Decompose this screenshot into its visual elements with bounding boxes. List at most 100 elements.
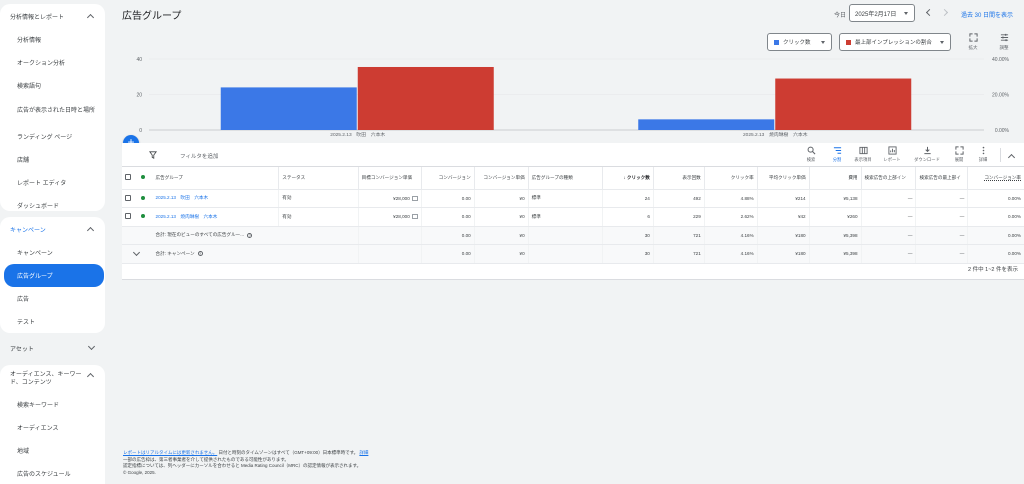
col-header-ctr[interactable]: クリック率	[703, 167, 758, 190]
chevron-down-icon[interactable]	[132, 249, 141, 257]
empty-cell	[122, 226, 139, 245]
download-button[interactable]: ダウンロード	[914, 146, 940, 163]
total-label-cell: 合計: 現在のビューのすべての広告グルー...?	[152, 226, 359, 245]
select-all-checkbox[interactable]	[125, 174, 131, 181]
row-abs-top-impr: —	[915, 207, 968, 227]
col-header-impressions[interactable]: 表示回数	[652, 167, 705, 190]
row-abs-top-impr: —	[915, 189, 968, 208]
sidebar-item-when-where[interactable]: 広告が表示された日時と場所	[17, 108, 96, 114]
col-header-status[interactable]: ステータス	[278, 167, 359, 190]
metric-selector-clicks[interactable]: クリック数	[767, 33, 832, 51]
sidebar-item-ad-schedule[interactable]: 広告のスケジュール	[17, 472, 71, 478]
search-label: 検索	[806, 157, 816, 162]
col-header-target-cpa[interactable]: 目標コンバージョン単価	[357, 167, 422, 190]
sidebar-item-landing-pages[interactable]: ランディング ページ	[17, 135, 73, 141]
total-cost: ¥5,398	[808, 226, 862, 245]
sidebar-item-stores[interactable]: 店舗	[17, 158, 30, 164]
more-button[interactable]: 詳細	[970, 146, 996, 163]
ad-group-name-link[interactable]: 2025.2.13 吹田 六本木	[152, 189, 279, 208]
sidebar-item-report-editor[interactable]: レポート エディタ	[17, 181, 67, 187]
col-header-ad-group[interactable]: 広告グループ	[152, 167, 279, 190]
date-range-picker[interactable]: 2025年2月17日	[849, 4, 915, 22]
total-label-cell: 合計: キャンペーン?	[152, 244, 359, 264]
report-update-link[interactable]: レポートはリアルタイムには更新されません。	[123, 450, 218, 455]
row-status[interactable]: 有効	[278, 189, 359, 208]
total-ctr: 4.16%	[703, 244, 758, 264]
sidebar-item-insights[interactable]: 分析情報	[17, 38, 42, 44]
more-vert-icon	[982, 146, 984, 155]
row-status[interactable]: 有効	[278, 207, 359, 227]
table-toolbar: フィルタを追加 検索 分割 表示項目 レポート ダウンロード	[122, 143, 1024, 167]
toolbar-divider	[1000, 148, 1001, 162]
search-button[interactable]: 検索	[798, 146, 824, 163]
col-header-abs-top-impr[interactable]: 検索広告の最上部イ	[915, 167, 968, 190]
sidebar-item-campaigns[interactable]: キャンペーン	[17, 251, 53, 257]
filter-input[interactable]: フィルタを追加	[180, 154, 219, 160]
row-conversions: 0.00	[420, 189, 475, 208]
empty-cell	[527, 226, 603, 245]
col-header-conversions[interactable]: コンバージョン	[420, 167, 475, 190]
sidebar-item-search-keywords[interactable]: 検索キーワード	[17, 403, 60, 409]
col-header-conv-rate[interactable]: コンバージョン率	[967, 167, 1024, 190]
nav-section-campaigns[interactable]: キャンペーン	[0, 217, 105, 241]
row-status-cell	[138, 189, 153, 208]
chart-expand-button[interactable]: 拡大	[961, 33, 985, 51]
segment-label: 分割	[832, 157, 842, 162]
nav-section-insights[interactable]: 分析情報とレポート	[0, 4, 105, 28]
prev-period-icon[interactable]	[925, 9, 933, 17]
columns-button[interactable]: 表示項目	[850, 146, 876, 163]
reports-button[interactable]: レポート	[879, 146, 905, 163]
nav-section-audiences[interactable]: オーディエンス、キーワード、コンテンツ	[0, 365, 105, 393]
row-cpa: ¥0	[473, 189, 529, 208]
row-type: 標準	[527, 189, 603, 208]
sidebar-item-search-terms[interactable]: 検索語句	[17, 84, 42, 90]
col-header-top-impr[interactable]: 検索広告の上部イン	[860, 167, 916, 190]
row-avg-cpc: ¥42	[756, 207, 810, 227]
bar-clicks	[220, 87, 357, 130]
collapse-icon[interactable]	[1008, 152, 1016, 160]
series-swatch	[846, 39, 851, 45]
col-header-cpa[interactable]: コンバージョン単価	[473, 167, 529, 190]
more-label: 詳細	[978, 157, 988, 162]
nav-section-assets[interactable]: アセット	[0, 337, 110, 359]
row-conv-rate: 0.00%	[967, 189, 1024, 208]
expand-button[interactable]: 展開	[946, 146, 972, 163]
chevron-up-icon	[87, 371, 95, 379]
ad-group-name-link[interactable]: 2025.2.13 焼肉琳樹 六本木	[152, 207, 279, 227]
col-header-cost[interactable]: 費用	[808, 167, 862, 190]
sort-desc-icon: ↓	[623, 174, 626, 180]
last-30-days-link[interactable]: 過去 30 日間を表示	[961, 13, 1014, 19]
col-header-avg-cpc[interactable]: 平均クリック単価	[756, 167, 810, 190]
row-target-cpa[interactable]: ¥28,000	[357, 189, 422, 208]
sidebar-item-locations[interactable]: 地域	[17, 449, 30, 455]
footer-notes: レポートはリアルタイムには更新されません。 日付と時刻のタイムゾーンはすべて（G…	[123, 450, 623, 477]
segment-icon	[833, 147, 841, 154]
sidebar-item-ad-groups[interactable]: 広告グループ	[4, 264, 104, 287]
help-icon[interactable]: ?	[197, 251, 203, 257]
next-period-icon[interactable]	[942, 9, 950, 17]
row-checkbox[interactable]	[125, 213, 131, 220]
segment-button[interactable]: 分割	[824, 146, 850, 163]
sidebar-item-auction-insights[interactable]: オークション分析	[17, 61, 66, 67]
metric-selector-top-impr[interactable]: 最上部インプレッションの割合	[839, 33, 951, 51]
col-header-clicks[interactable]: ↓ クリック数	[601, 167, 654, 190]
sidebar-item-audiences[interactable]: オーディエンス	[17, 426, 59, 432]
chevron-up-icon	[87, 225, 95, 233]
row-type: 標準	[527, 207, 603, 227]
row-target-cpa[interactable]: ¥28,000	[357, 207, 422, 227]
learn-more-link[interactable]: 詳細	[359, 450, 369, 455]
help-icon[interactable]: ?	[247, 232, 253, 238]
sidebar-item-ads[interactable]: 広告	[17, 297, 30, 303]
total-view-label: 合計: 現在のビューのすべての広告グルー...	[155, 232, 245, 238]
sidebar-item-dashboards[interactable]: ダッシュボード	[17, 204, 60, 210]
chart-adjust-label: 調整	[999, 45, 1009, 50]
chart-adjust-button[interactable]: 調整	[992, 33, 1016, 51]
sidebar-item-experiments[interactable]: テスト	[17, 320, 36, 326]
row-checkbox[interactable]	[125, 194, 131, 201]
nav-section-label: 分析情報とレポート	[10, 14, 65, 21]
pagination-info: 2 件中 1~2 件を表示	[968, 267, 1018, 273]
search-icon	[807, 146, 815, 155]
filter-icon[interactable]	[149, 151, 157, 159]
row-cost: ¥260	[808, 207, 862, 227]
col-header-ad-group-type[interactable]: 広告グループの種類	[527, 167, 603, 190]
